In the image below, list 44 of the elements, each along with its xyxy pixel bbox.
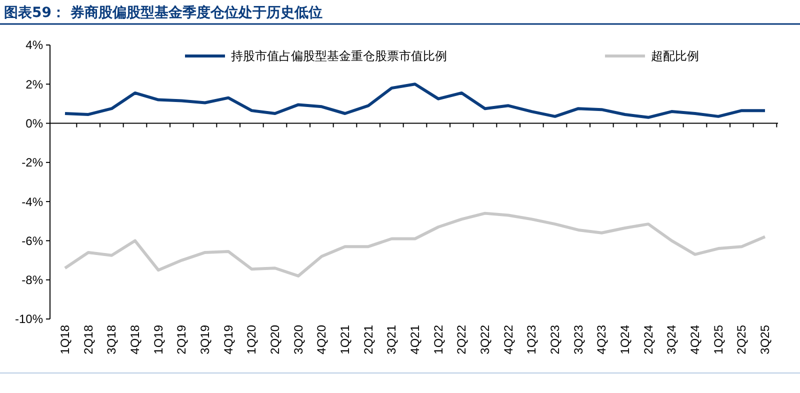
x-tick-label: 3Q25 bbox=[758, 324, 772, 354]
x-tick-label: 3Q22 bbox=[478, 324, 492, 354]
x-tick-label: 4Q18 bbox=[128, 324, 142, 354]
x-tick-label: 2Q24 bbox=[641, 324, 656, 354]
x-tick-label: 2Q21 bbox=[361, 324, 376, 354]
x-tick-label: 2Q20 bbox=[268, 324, 282, 354]
legend-label: 超配比例 bbox=[651, 49, 699, 64]
y-tick-label: -2% bbox=[22, 156, 44, 170]
x-tick-label: 1Q19 bbox=[151, 324, 166, 354]
x-tick-label: 4Q20 bbox=[314, 324, 329, 354]
y-tick-label: 0% bbox=[26, 116, 44, 130]
x-tick-label: 3Q23 bbox=[571, 324, 586, 354]
x-tick-label: 1Q18 bbox=[58, 324, 72, 354]
x-tick-label: 1Q25 bbox=[711, 324, 726, 354]
y-tick-label: -6% bbox=[22, 234, 44, 248]
y-tick-label: -4% bbox=[22, 194, 44, 209]
x-tick-label: 3Q20 bbox=[291, 324, 306, 354]
x-tick-label: 4Q24 bbox=[688, 324, 702, 354]
chart-title: 图表59： 券商股偏股型基金季度仓位处于历史低位 bbox=[4, 4, 322, 21]
x-tick-label: 3Q24 bbox=[664, 324, 679, 354]
x-tick-label: 1Q20 bbox=[244, 324, 259, 354]
x-tick-label: 3Q18 bbox=[104, 324, 119, 354]
y-tick-label: 2% bbox=[26, 77, 44, 92]
line-series bbox=[64, 82, 766, 119]
y-tick-label: 4% bbox=[26, 38, 44, 52]
line-series bbox=[64, 212, 766, 278]
x-tick-label: 2Q18 bbox=[81, 324, 96, 354]
x-tick-label: 4Q19 bbox=[221, 324, 236, 354]
legend-label: 持股市值占偏股型基金重仓股票市值比例 bbox=[231, 49, 447, 64]
x-tick-label: 2Q25 bbox=[734, 324, 749, 354]
x-tick-label: 2Q19 bbox=[174, 324, 189, 354]
x-tick-label: 3Q19 bbox=[198, 324, 212, 354]
x-tick-label: 1Q21 bbox=[338, 324, 352, 354]
x-tick-label: 3Q21 bbox=[384, 324, 399, 354]
x-tick-label: 1Q23 bbox=[524, 324, 539, 354]
x-tick-label: 1Q24 bbox=[618, 324, 632, 354]
x-tick-label: 4Q22 bbox=[501, 324, 516, 354]
x-tick-label: 4Q21 bbox=[408, 324, 422, 354]
y-tick-label: -8% bbox=[22, 273, 44, 288]
x-tick-label: 1Q22 bbox=[431, 324, 446, 354]
x-tick-label: 4Q23 bbox=[594, 324, 609, 354]
x-tick-label: 2Q22 bbox=[454, 324, 469, 354]
y-tick-label: -10% bbox=[14, 312, 44, 326]
x-tick-label: 2Q23 bbox=[548, 324, 562, 354]
